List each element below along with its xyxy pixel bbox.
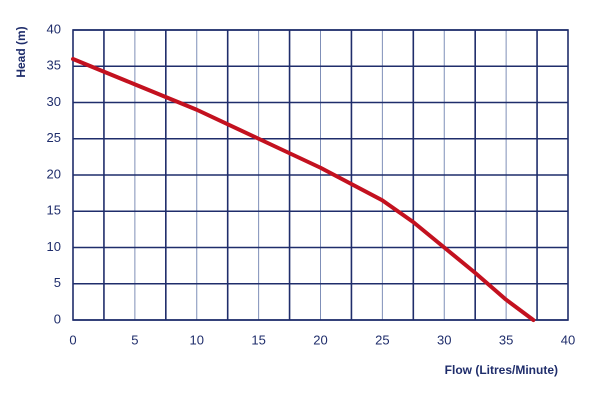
y-tick-label: 25 — [47, 130, 61, 145]
y-tick-label: 10 — [47, 239, 61, 254]
x-tick-label: 20 — [313, 332, 327, 347]
y-axis-label: Head (m) — [14, 26, 28, 77]
x-tick-label: 30 — [437, 332, 451, 347]
x-tick-label: 15 — [251, 332, 265, 347]
x-tick-label: 10 — [190, 332, 204, 347]
x-tick-label: 5 — [131, 332, 138, 347]
x-tick-label: 35 — [499, 332, 513, 347]
x-axis-label: Flow (Litres/Minute) — [445, 363, 558, 377]
x-tick-label: 40 — [561, 332, 575, 347]
y-tick-label: 40 — [47, 21, 61, 36]
y-tick-label: 5 — [54, 275, 61, 290]
y-tick-label: 30 — [47, 94, 61, 109]
x-tick-label: 0 — [69, 332, 76, 347]
y-tick-label: 0 — [54, 311, 61, 326]
line-series — [71, 57, 536, 322]
y-tick-label: 35 — [47, 58, 61, 73]
x-tick-label: 25 — [375, 332, 389, 347]
y-tick-label: 20 — [47, 166, 61, 181]
y-tick-label: 15 — [47, 203, 61, 218]
plot-border — [72, 29, 569, 321]
